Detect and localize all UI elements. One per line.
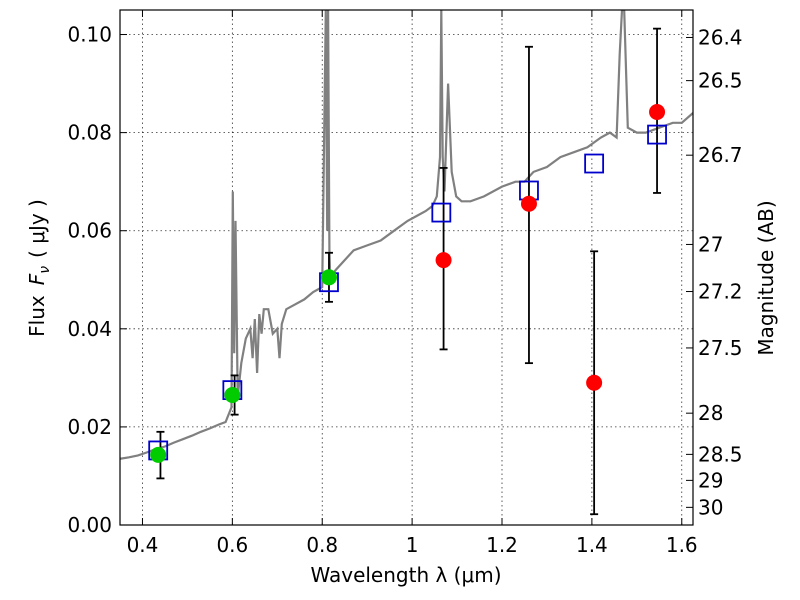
green-markers bbox=[150, 269, 337, 463]
green-point bbox=[224, 387, 241, 404]
y-tick-label: 0.04 bbox=[67, 317, 112, 341]
y-axis-ticks: 0.00 0.02 0.04 0.06 0.08 0.10 bbox=[67, 23, 127, 537]
x-tick-label: 1 bbox=[406, 533, 419, 557]
x-axis-ticks: 0.4 0.6 0.8 1 1.2 1.4 1.6 bbox=[127, 10, 698, 557]
magnitude-tick-label: 28 bbox=[698, 401, 723, 425]
y-axis-label-text: Flux bbox=[25, 295, 49, 337]
y-tick-label: 0.06 bbox=[67, 219, 112, 243]
y-tick-label: 0.00 bbox=[67, 513, 112, 537]
model-square-marker bbox=[647, 124, 667, 145]
red-point bbox=[520, 195, 537, 212]
magnitude-tick-label: 30 bbox=[698, 495, 723, 519]
x-axis-label: Wavelength λ (μm) bbox=[310, 563, 501, 587]
magnitude-tick-label: 26.7 bbox=[698, 143, 743, 167]
magnitude-tick-label: 26.4 bbox=[698, 25, 743, 49]
y-axis-label-subscript: ν bbox=[37, 266, 53, 274]
plot-background bbox=[120, 10, 693, 525]
y-tick-label: 0.08 bbox=[67, 121, 112, 145]
green-point bbox=[150, 446, 167, 463]
magnitude-tick-label: 27.5 bbox=[698, 336, 743, 360]
y-axis-label: Flux Fν ( μJy ) bbox=[25, 199, 53, 337]
magnitude-tick-label: 27.2 bbox=[698, 280, 743, 304]
y-tick-label: 0.02 bbox=[67, 415, 112, 439]
magnitude-tick-label: 27 bbox=[698, 232, 723, 256]
x-tick-label: 0.4 bbox=[127, 533, 159, 557]
model-square-marker bbox=[431, 202, 452, 223]
magnitude-axis-ticks: 26.4 26.5 26.7 27 27.2 27.5 28 28.529 30 bbox=[686, 25, 743, 519]
model-square-marker bbox=[584, 153, 605, 174]
x-tick-label: 1.4 bbox=[576, 533, 608, 557]
red-point bbox=[649, 104, 666, 121]
y-axis-label-unit: ( μJy ) bbox=[25, 199, 49, 258]
red-point bbox=[586, 374, 603, 391]
model-markers bbox=[148, 124, 667, 461]
green-point bbox=[320, 269, 337, 286]
y-axis-label-symbol: F bbox=[25, 273, 49, 285]
red-point bbox=[435, 252, 452, 269]
magnitude-tick-label: 28.5 bbox=[698, 442, 743, 466]
x-tick-label: 0.8 bbox=[306, 533, 338, 557]
magnitude-tick-label: 29 bbox=[698, 468, 723, 492]
data-layer bbox=[120, 10, 693, 516]
plot-frame bbox=[119, 9, 694, 526]
red-markers bbox=[435, 104, 666, 391]
magnitude-tick-label: 26.5 bbox=[698, 69, 743, 93]
x-tick-label: 0.6 bbox=[216, 533, 248, 557]
y-tick-label: 0.10 bbox=[67, 23, 112, 47]
magnitude-axis-label: Magnitude (AB) bbox=[754, 200, 778, 355]
x-tick-label: 1.2 bbox=[486, 533, 518, 557]
x-tick-label: 1.6 bbox=[666, 533, 698, 557]
